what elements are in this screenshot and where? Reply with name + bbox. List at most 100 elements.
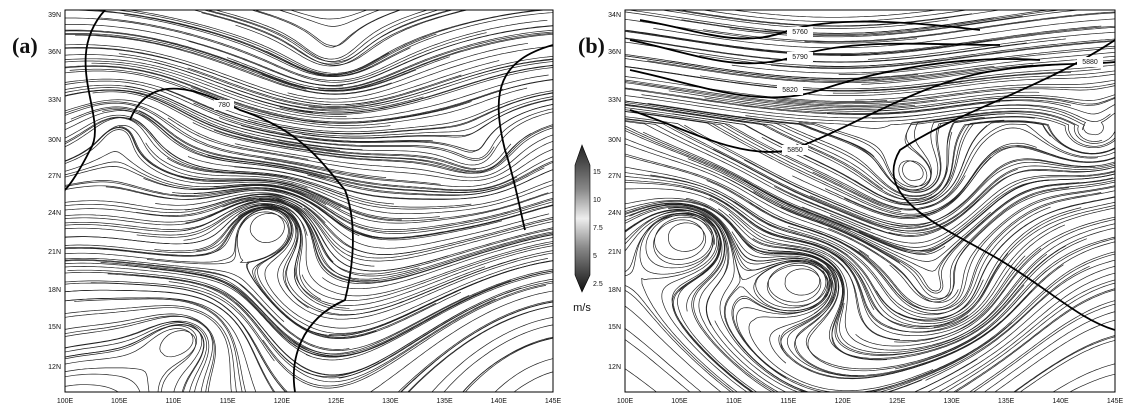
streamline (269, 203, 553, 306)
contour-label: 5880 (1082, 59, 1098, 66)
streamline (1068, 373, 1115, 392)
streamline (703, 11, 1115, 42)
streamline (187, 56, 553, 107)
streamline (731, 45, 1115, 74)
lon-tick-label: 130E (382, 398, 399, 405)
lat-tick-label: 24N (608, 210, 621, 217)
streamline (809, 161, 1115, 229)
streamline (305, 272, 553, 361)
streamline (314, 124, 553, 174)
streamline (808, 38, 1115, 67)
streamline (70, 106, 518, 192)
streamline (65, 315, 215, 392)
streamline (65, 266, 311, 357)
streamline (221, 90, 553, 133)
streamline (660, 10, 949, 29)
streamline (744, 158, 1115, 227)
streamline (214, 10, 429, 60)
streamline (259, 198, 553, 280)
colorbar-tick-label: 2.5 (593, 281, 603, 288)
streamline (65, 181, 400, 239)
streamline (276, 269, 553, 355)
streamline (625, 55, 995, 81)
streamline (677, 10, 972, 27)
streamline (65, 307, 232, 392)
lat-tick-label: 27N (608, 173, 621, 180)
streamline (855, 219, 1115, 347)
streamline (625, 104, 883, 190)
streamline (826, 100, 1115, 115)
lat-tick-label: 15N (608, 324, 621, 331)
streamline (65, 84, 495, 161)
streamline (895, 238, 1115, 370)
streamline (65, 257, 285, 322)
streamline (625, 88, 1001, 115)
panel-label: (a) (12, 33, 38, 58)
streamline (871, 104, 1115, 136)
streamline (65, 33, 307, 90)
streamline (796, 116, 1115, 201)
streamline (625, 120, 901, 237)
streamline (764, 10, 1051, 34)
streamline (65, 384, 119, 392)
streamline (65, 367, 150, 392)
streamline (669, 51, 1115, 79)
streamline (625, 81, 1040, 107)
streamline (250, 10, 401, 48)
streamline (625, 211, 738, 392)
streamline (734, 201, 1082, 322)
streamline (237, 206, 548, 329)
streamline (625, 82, 916, 109)
streamline (100, 17, 548, 81)
lon-tick-label: 135E (436, 398, 453, 405)
lat-tick-label: 36N (608, 49, 621, 56)
streamline (65, 99, 309, 160)
streamline (839, 223, 1115, 354)
streamline (255, 204, 553, 316)
streamline (625, 203, 834, 357)
streamline (713, 121, 1098, 210)
streamline (625, 65, 1101, 91)
streamline (653, 18, 1115, 49)
lon-tick-label: 110E (726, 398, 742, 405)
streamline (65, 47, 462, 106)
streamline (812, 123, 1115, 211)
streamline (625, 118, 980, 234)
streamline (852, 97, 1115, 112)
lon-tick-label: 120E (274, 398, 291, 405)
streamline (802, 171, 1115, 248)
lat-tick-label: 12N (48, 364, 61, 371)
lon-tick-label: 125E (328, 398, 345, 405)
streamline (699, 40, 1115, 69)
streamline (201, 10, 454, 65)
lon-tick-label: 145E (545, 398, 562, 405)
streamline (127, 10, 389, 74)
streamline (718, 208, 1025, 360)
streamline (65, 127, 402, 221)
lat-tick-label: 34N (608, 12, 621, 19)
streamline (65, 305, 237, 392)
streamline (832, 70, 1115, 94)
contour (629, 61, 1115, 153)
lon-tick-label: 130E (943, 398, 960, 405)
streamline (904, 120, 1115, 204)
streamline (264, 148, 553, 188)
streamline (809, 227, 1115, 356)
streamline (625, 368, 657, 392)
streamline (202, 10, 440, 62)
streamline (687, 158, 1080, 272)
lon-tick-label: 125E (889, 398, 906, 405)
streamline (952, 288, 1115, 392)
contour-label-bg (777, 85, 803, 95)
streamline (913, 265, 1115, 392)
streamline (65, 80, 433, 142)
streamline (625, 143, 959, 303)
streamline (157, 10, 550, 76)
streamline (65, 321, 203, 392)
streamline (713, 148, 1115, 232)
streamline (625, 206, 780, 392)
streamline (1019, 339, 1115, 392)
streamline (65, 197, 375, 267)
streamline (261, 33, 553, 92)
streamline (114, 10, 437, 75)
